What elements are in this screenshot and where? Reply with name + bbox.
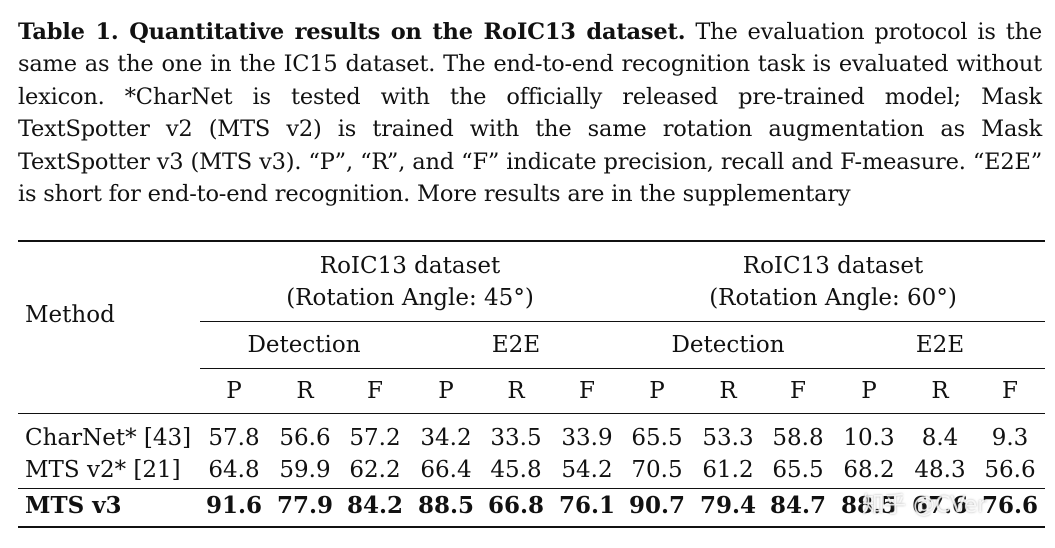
table-cell: 61.2 — [702, 457, 754, 483]
caption-title: Table 1. Quantitative results on the RoI… — [18, 19, 686, 45]
table-cell: 91.6 — [205, 492, 263, 519]
table-cell: 65.5 — [631, 425, 683, 451]
table-cell: 84.7 — [769, 492, 827, 519]
metric-header: R — [719, 378, 737, 404]
table-cell: 67.6 — [911, 492, 969, 519]
group-rule — [200, 321, 1045, 322]
metric-header: P — [649, 378, 665, 404]
table-cell: 58.8 — [772, 425, 824, 451]
subgroup-rule — [200, 368, 1045, 369]
table-cell: 65.5 — [772, 457, 824, 483]
table-cell: 76.1 — [558, 492, 616, 519]
row-method: MTS v2* [21] — [25, 457, 181, 483]
header-rule — [18, 413, 1045, 414]
table-cell: 56.6 — [984, 457, 1036, 483]
metric-header: F — [790, 378, 806, 404]
metric-header: F — [1002, 378, 1018, 404]
metric-header: F — [367, 378, 383, 404]
subgroup-detection-2: Detection — [671, 332, 785, 358]
caption-body: The evaluation protocol is the same as t… — [18, 19, 1042, 208]
metric-header: P — [226, 378, 242, 404]
table-cell: 33.5 — [490, 425, 542, 451]
table-cell: 53.3 — [702, 425, 754, 451]
table-cell: 9.3 — [991, 425, 1029, 451]
method-header: Method — [25, 302, 115, 328]
metric-header: R — [296, 378, 314, 404]
table-cell: 45.8 — [490, 457, 542, 483]
table-cell: 88.5 — [840, 492, 898, 519]
table-cell: 48.3 — [914, 457, 966, 483]
bottom-rule — [18, 526, 1045, 528]
subgroup-detection-1: Detection — [247, 332, 361, 358]
metric-header: F — [579, 378, 595, 404]
table-cell: 8.4 — [921, 425, 959, 451]
metric-header: R — [931, 378, 949, 404]
group-2-angle: (Rotation Angle: 60°) — [709, 285, 957, 311]
watermark: 知乎 @CVer — [862, 493, 987, 518]
table-cell: 33.9 — [561, 425, 613, 451]
table-cell: 10.3 — [843, 425, 895, 451]
table-cell: 90.7 — [628, 492, 686, 519]
group-1-angle: (Rotation Angle: 45°) — [286, 285, 534, 311]
metric-header: P — [438, 378, 454, 404]
mid-rule — [18, 488, 1045, 489]
subgroup-e2e-2: E2E — [915, 332, 965, 358]
table-cell: 56.6 — [279, 425, 331, 451]
table-cell: 76.6 — [981, 492, 1039, 519]
table-cell: 66.8 — [487, 492, 545, 519]
metric-header: P — [861, 378, 877, 404]
metric-header: R — [507, 378, 525, 404]
subgroup-e2e-1: E2E — [491, 332, 541, 358]
row-method: CharNet* [43] — [25, 425, 192, 451]
table-cell: 64.8 — [208, 457, 260, 483]
table-cell: 88.5 — [417, 492, 475, 519]
table-cell: 59.9 — [279, 457, 331, 483]
table-caption: Table 1. Quantitative results on the RoI… — [18, 16, 1042, 210]
top-rule — [18, 240, 1045, 242]
table-cell: 70.5 — [631, 457, 683, 483]
group-1-dataset: RoIC13 dataset — [319, 253, 501, 279]
table-cell: 77.9 — [276, 492, 334, 519]
table-cell: 62.2 — [349, 457, 401, 483]
table-cell: 68.2 — [843, 457, 895, 483]
table-cell: 84.2 — [346, 492, 404, 519]
table-cell: 34.2 — [420, 425, 472, 451]
table-cell: 66.4 — [420, 457, 472, 483]
table-cell: 79.4 — [699, 492, 757, 519]
table-cell: 57.8 — [208, 425, 260, 451]
row-method: MTS v3 — [25, 492, 122, 519]
table-cell: 57.2 — [349, 425, 401, 451]
group-2-dataset: RoIC13 dataset — [742, 253, 924, 279]
table-cell: 54.2 — [561, 457, 613, 483]
